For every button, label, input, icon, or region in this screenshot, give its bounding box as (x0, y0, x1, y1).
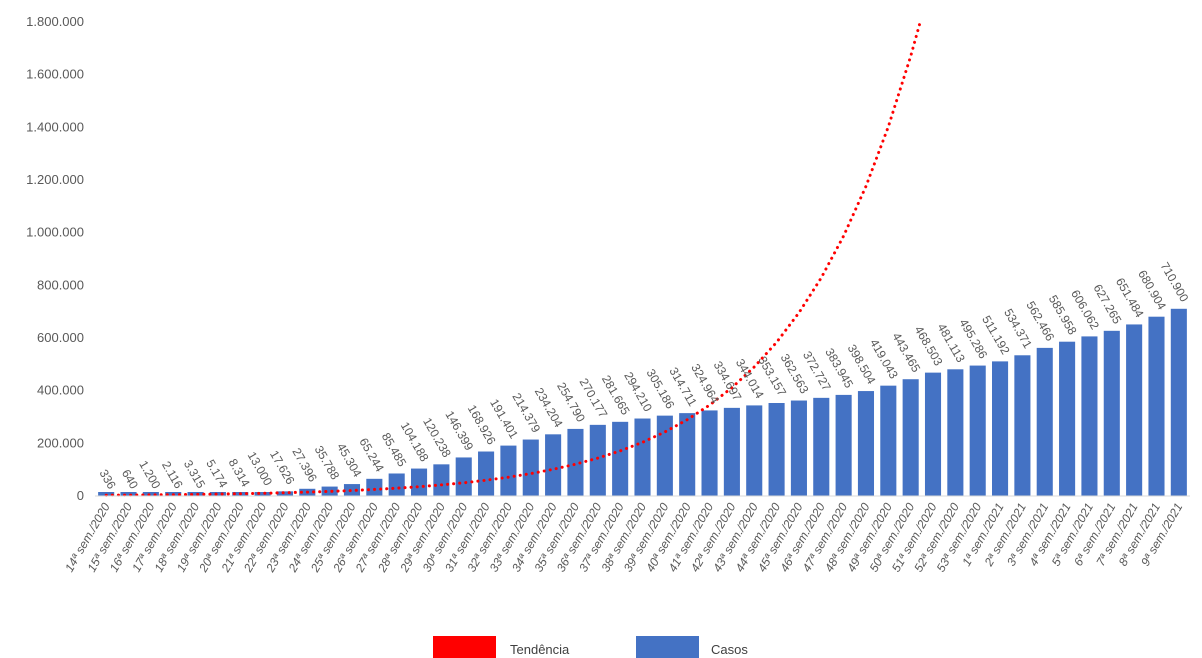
bar-casos (746, 405, 763, 496)
bar-casos (612, 421, 629, 496)
bar-casos (969, 365, 986, 496)
bar-casos (343, 484, 361, 496)
legend: Tendência Casos (433, 636, 748, 658)
bar-casos (924, 372, 942, 496)
bars-casos (98, 308, 1187, 496)
bar-casos (567, 428, 584, 496)
data-label: 640 (119, 467, 141, 492)
bar-casos (254, 492, 271, 496)
bar-casos (902, 379, 919, 496)
bar-casos (1148, 316, 1165, 496)
bar-casos (545, 434, 562, 496)
bar-casos (321, 486, 338, 496)
bar-casos (589, 424, 606, 496)
bar-casos (1059, 341, 1076, 496)
y-axis: 0 200.000 400.000 600.000 800.000 1.000.000 1.… (26, 14, 84, 503)
bar-casos (634, 418, 651, 496)
y-tick-label: 1.600.000 (26, 67, 84, 82)
bar-casos (947, 369, 964, 496)
data-label: 1.200 (136, 458, 163, 491)
bar-casos (120, 492, 137, 496)
y-tick-label: 400.000 (37, 383, 84, 398)
bar-casos (1170, 308, 1187, 496)
bar-casos (835, 394, 852, 496)
legend-label-tendencia: Tendência (510, 642, 570, 657)
bar-casos (522, 439, 539, 496)
bar-casos (1014, 355, 1031, 496)
legend-swatch-casos (636, 636, 699, 658)
bar-casos (209, 492, 226, 496)
y-tick-label: 800.000 (37, 277, 84, 292)
bar-casos (276, 491, 293, 496)
y-tick-label: 0 (77, 488, 84, 503)
legend-swatch-tendencia (433, 636, 496, 658)
legend-item-tendencia[interactable]: Tendência (433, 636, 570, 658)
bar-casos (857, 391, 875, 496)
bar-casos (992, 361, 1009, 496)
bar-casos (455, 457, 472, 496)
bar-casos (366, 478, 383, 496)
legend-label-casos: Casos (711, 642, 748, 657)
bar-casos (433, 464, 450, 496)
y-tick-label: 200.000 (37, 435, 84, 450)
trend-line-tendencia (104, 20, 922, 497)
bar-casos (1081, 336, 1098, 496)
y-tick-label: 1.200.000 (26, 172, 84, 187)
trend-line-group (104, 20, 922, 497)
bar-casos (701, 410, 718, 496)
y-tick-label: 1.800.000 (26, 14, 84, 29)
bar-casos (142, 492, 159, 496)
y-tick-label: 600.000 (37, 330, 84, 345)
y-tick-label: 1.400.000 (26, 119, 84, 134)
legend-item-casos[interactable]: Casos (636, 636, 748, 658)
bar-casos (723, 407, 740, 496)
bar-casos (790, 400, 807, 496)
bar-casos (880, 385, 897, 496)
bar-casos (410, 468, 428, 496)
bar-casos (1036, 347, 1053, 496)
bar-casos (388, 473, 405, 496)
bar-casos (656, 415, 673, 496)
bar-casos (1103, 330, 1120, 496)
y-tick-label: 1.000.000 (26, 225, 84, 240)
bar-casos (813, 397, 830, 496)
bar-casos (478, 451, 495, 496)
bar-casos (1126, 324, 1143, 496)
bar-casos (768, 403, 785, 496)
data-label: 336 (97, 467, 119, 492)
bar-casos (187, 492, 204, 496)
bar-casos (679, 413, 696, 496)
bar-casos (500, 445, 517, 496)
